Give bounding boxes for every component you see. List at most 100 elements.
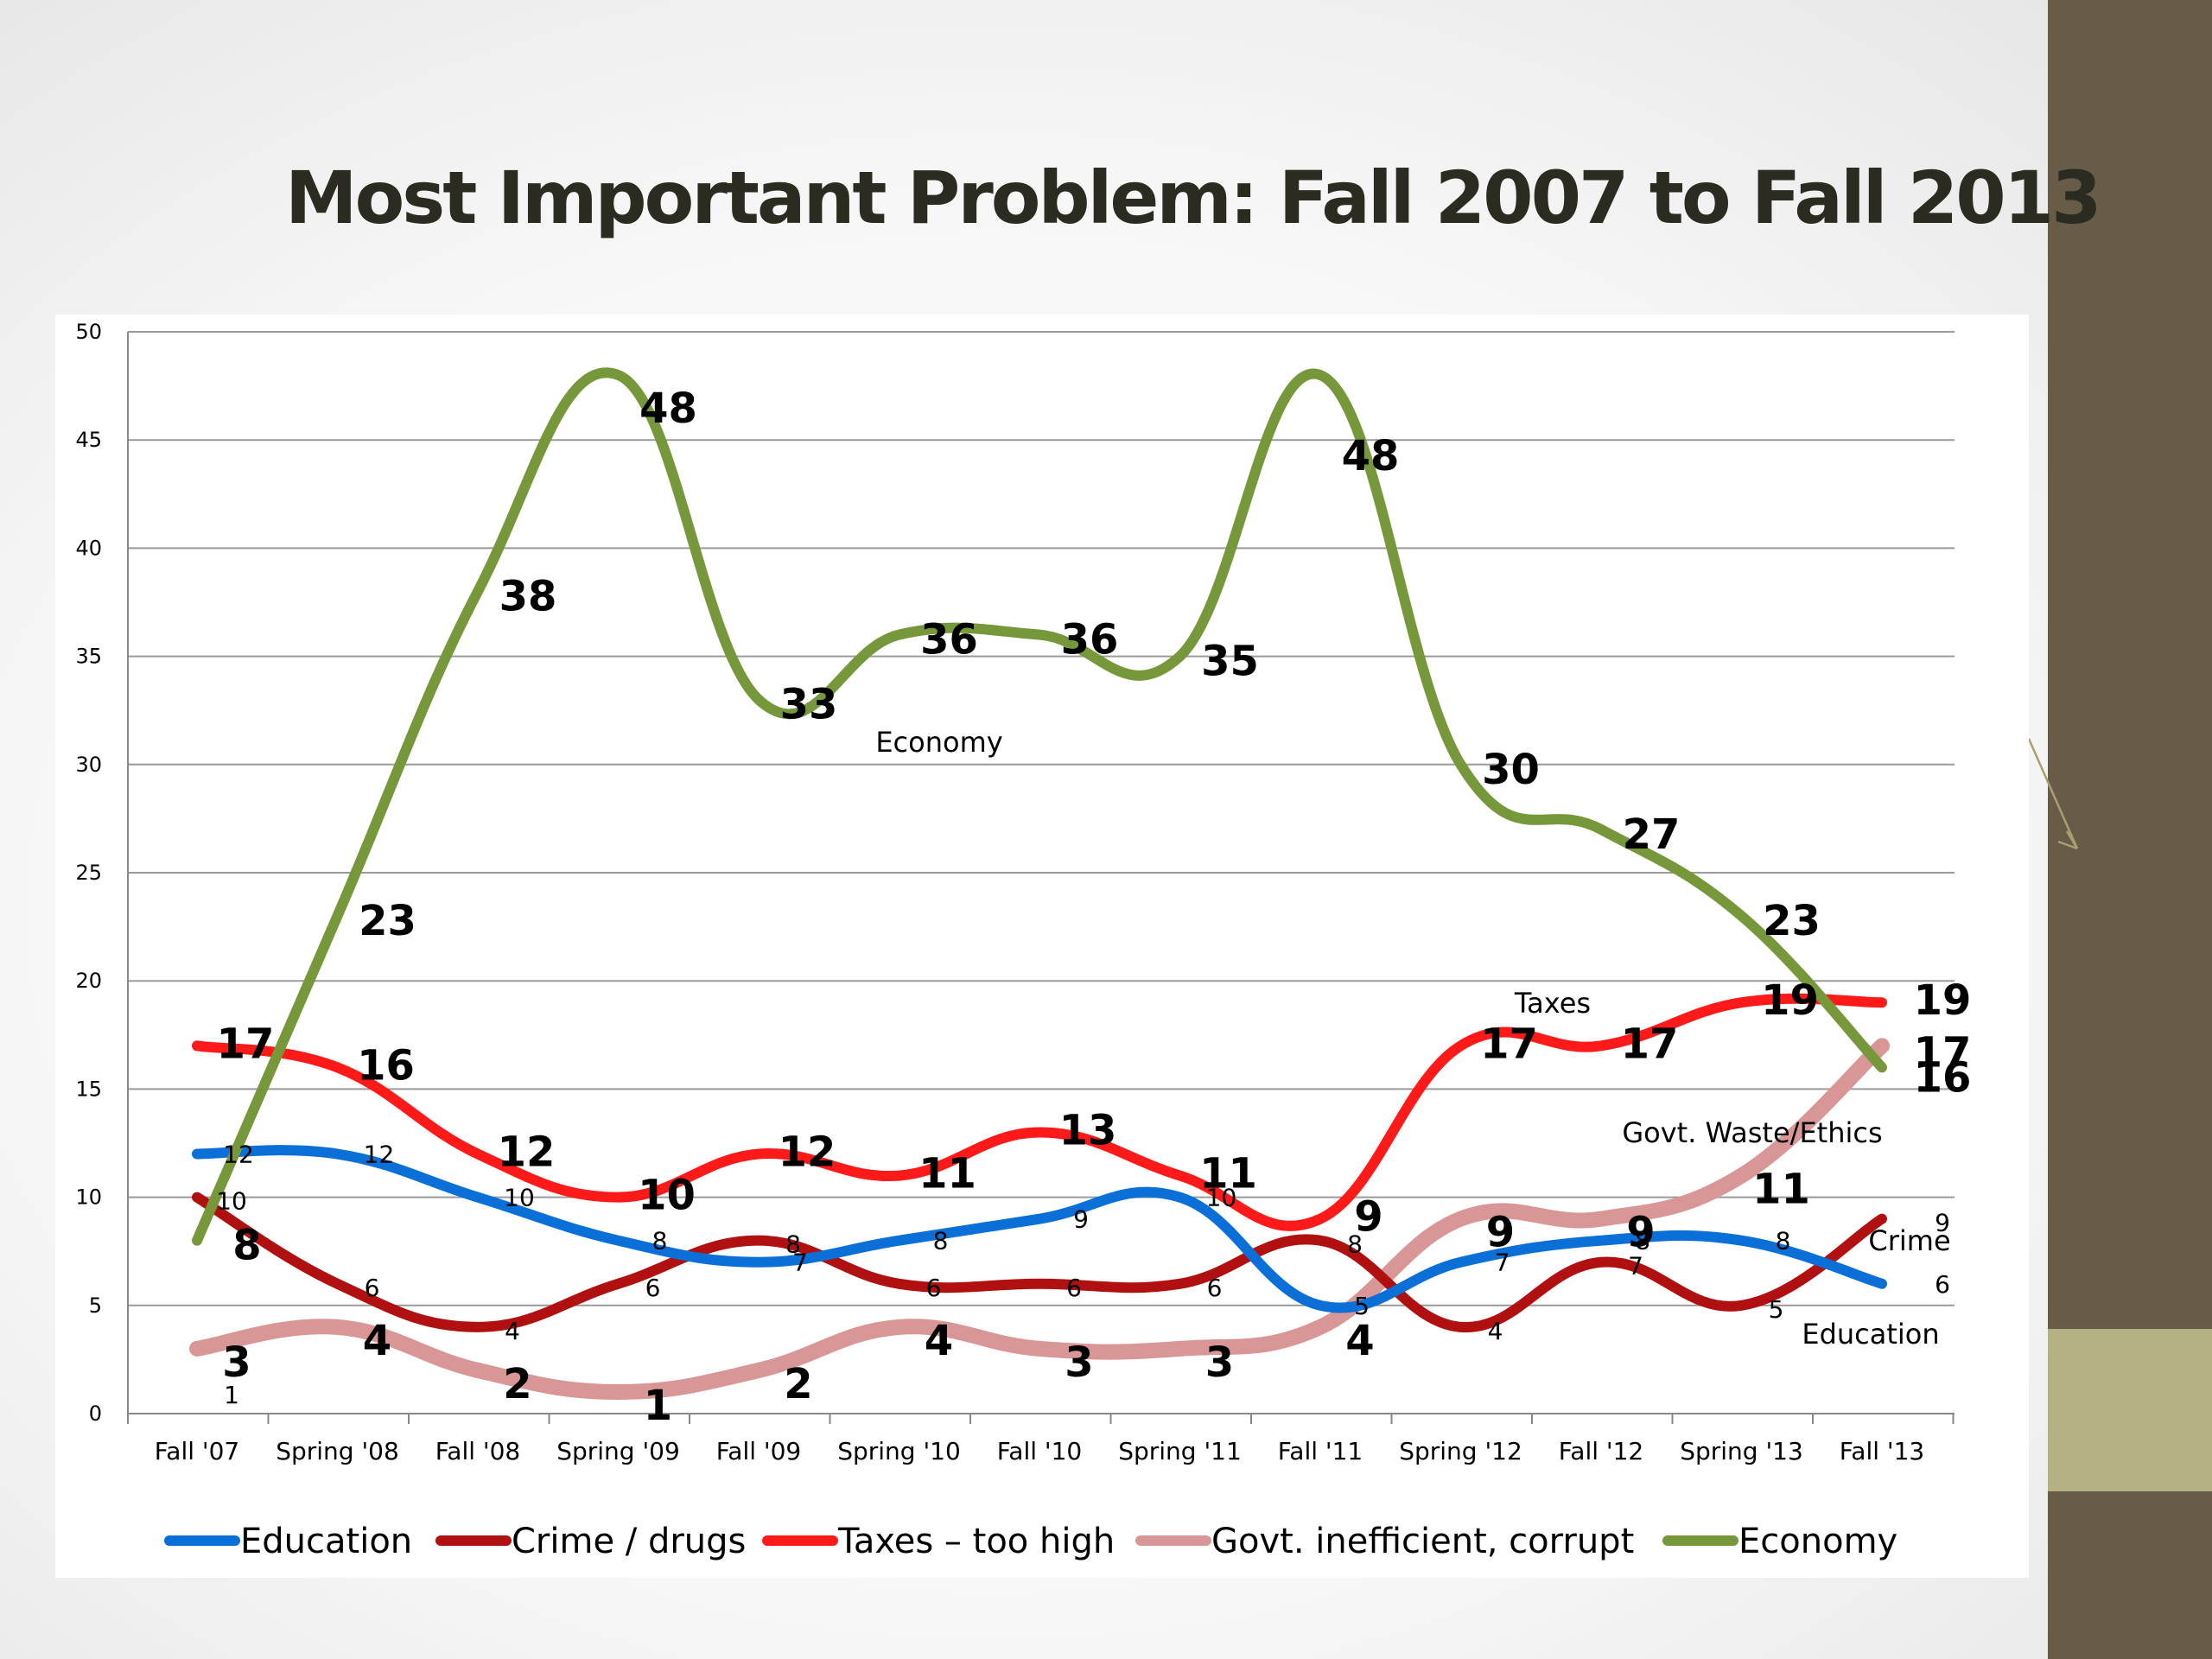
data-label-govt-inefficient-corrupt: 3: [1205, 1338, 1234, 1387]
data-label-education: 7: [792, 1249, 808, 1277]
legend-label: Taxes – too high: [837, 1522, 1115, 1561]
data-label-taxes-too-high: 12: [498, 1128, 556, 1177]
data-label-education: 8: [1635, 1227, 1650, 1255]
y-tick-label: 30: [75, 753, 102, 777]
data-label-education: 5: [1354, 1292, 1370, 1320]
data-label-education: 7: [1495, 1249, 1510, 1277]
y-tick-label: 0: [89, 1402, 102, 1426]
data-label-economy: 36: [1061, 616, 1119, 664]
data-label-taxes-too-high: 17: [1480, 1020, 1538, 1068]
data-label-economy: 23: [359, 897, 416, 945]
annotation-label: Education: [1802, 1318, 1939, 1351]
y-tick-label: 25: [75, 861, 102, 885]
data-label-taxes-too-high: 16: [357, 1041, 415, 1090]
series-line-govt-inefficient-corrupt: [189, 1038, 1890, 1400]
data-label-govt-inefficient-corrupt: 2: [784, 1360, 812, 1408]
data-label-govt-inefficient-corrupt: 9: [1626, 1209, 1655, 1257]
data-label-crime-drugs: 10: [216, 1187, 247, 1216]
series-line-crime-drugs: [192, 1192, 1887, 1332]
legend: Education Crime / drugs Taxes – too high Go…: [164, 1522, 1897, 1561]
series-line-taxes-too-high: [192, 993, 1887, 1231]
data-label-govt-inefficient-corrupt: 2: [503, 1360, 531, 1408]
decorative-side-stripe: [2048, 1329, 2212, 1491]
y-tick-label: 35: [75, 645, 102, 669]
data-label-govt-inefficient-corrupt: 4: [1345, 1317, 1374, 1365]
legend-item: Education: [164, 1522, 412, 1561]
data-label-crime-drugs: 6: [1066, 1274, 1082, 1302]
data-label-taxes-too-high: 17: [217, 1020, 275, 1068]
legend-label: Govt. inefficient, corrupt: [1211, 1522, 1634, 1561]
gridlines: [128, 331, 1955, 1414]
annotation-label: Govt. Waste/Ethics: [1622, 1116, 1882, 1149]
y-tick-label: 40: [75, 536, 102, 560]
data-label-taxes-too-high: 12: [779, 1128, 836, 1177]
y-tick-label: 50: [75, 320, 102, 344]
data-label-economy: 30: [1482, 746, 1540, 794]
data-label-economy: 8: [232, 1222, 261, 1270]
data-label-economy: 16: [1914, 1053, 1972, 1102]
data-label-education: 6: [1935, 1270, 1950, 1299]
data-label-govt-inefficient-corrupt: 3: [1065, 1338, 1093, 1387]
x-tick-label: Spring '10: [837, 1437, 961, 1465]
data-label-crime-drugs: 6: [1207, 1274, 1223, 1302]
data-label-economy: 23: [1763, 897, 1821, 945]
data-label-economy: 36: [920, 616, 978, 664]
legend-item: Economy: [1662, 1522, 1897, 1561]
series-line-economy: [192, 367, 1887, 1246]
annotation-label: Taxes: [1514, 987, 1591, 1020]
data-label-economy: 35: [1201, 638, 1259, 686]
x-tick-label: Spring '11: [1118, 1437, 1242, 1465]
data-label-education: 12: [223, 1141, 254, 1169]
data-label-economy: 38: [499, 572, 557, 620]
data-label-govt-inefficient-corrupt: 3: [222, 1338, 251, 1387]
data-label-crime-drugs: 8: [785, 1230, 801, 1259]
data-label-education: 9: [1073, 1205, 1089, 1234]
series-line-education: [192, 1145, 1887, 1313]
annotation-label: Economy: [875, 726, 1002, 759]
x-tick-label: Spring '08: [276, 1437, 399, 1465]
y-tick-label: 45: [75, 428, 102, 452]
chart-panel: 0 5 10 15 20 25 30 35 40 45 50 Fall '07 Spring '08 Fa…: [55, 315, 2029, 1578]
decorative-arrow-icon: [2027, 738, 2079, 850]
data-label-education: 8: [933, 1227, 949, 1255]
legend-item: Govt. inefficient, corrupt: [1135, 1522, 1634, 1561]
x-tick-label: Spring '09: [556, 1437, 680, 1465]
legend-item: Crime / drugs: [435, 1522, 746, 1561]
y-tick-label: 10: [75, 1185, 102, 1210]
y-tick-label: 20: [75, 969, 102, 993]
x-tick-label: Fall '13: [1840, 1437, 1924, 1465]
x-tick-label: Fall '11: [1278, 1437, 1363, 1465]
data-label-govt-inefficient-corrupt: 11: [1752, 1166, 1810, 1214]
x-tick-label: Spring '12: [1399, 1437, 1522, 1465]
data-label-govt-inefficient-corrupt: 4: [925, 1317, 953, 1365]
data-label-govt-inefficient-corrupt: 9: [1486, 1209, 1515, 1257]
data-label-crime-drugs: 7: [1628, 1252, 1643, 1281]
data-label-govt-inefficient-corrupt: 17: [1914, 1028, 1972, 1077]
data-label-education: 10: [1206, 1184, 1237, 1212]
slide-title: Most Important Problem: Fall 2007 to Fal…: [285, 156, 2102, 240]
data-label-education: 8: [652, 1227, 668, 1255]
data-label-crime-drugs: 6: [645, 1274, 661, 1302]
data-label-crime-drugs: 5: [1769, 1295, 1784, 1324]
x-tick-label: Fall '09: [716, 1437, 801, 1465]
x-tick-label: Fall '10: [997, 1437, 1082, 1465]
annotation-label: Crime: [1868, 1224, 1950, 1257]
legend-label: Education: [240, 1522, 412, 1561]
x-tick-label: Fall '08: [435, 1437, 520, 1465]
data-label-taxes-too-high: 19: [1761, 976, 1819, 1025]
data-label-crime-drugs: 6: [926, 1274, 942, 1302]
x-tick-label: Fall '12: [1559, 1437, 1643, 1465]
data-label-taxes-too-high: 11: [1199, 1150, 1257, 1198]
x-tick-label: Fall '07: [155, 1437, 239, 1465]
data-label-economy: 48: [639, 385, 697, 433]
data-label-crime-drugs: 9: [1935, 1209, 1950, 1237]
data-label-crime-drugs: 6: [365, 1274, 380, 1302]
data-label-taxes-too-high: 13: [1059, 1106, 1117, 1154]
annotation-label: 1: [224, 1381, 239, 1409]
data-label-taxes-too-high: 17: [1621, 1020, 1679, 1068]
data-label-govt-inefficient-corrupt: 1: [644, 1382, 672, 1430]
data-label-education: 8: [1776, 1227, 1791, 1255]
data-label-education: 12: [364, 1141, 395, 1169]
legend-label: Crime / drugs: [512, 1522, 746, 1561]
